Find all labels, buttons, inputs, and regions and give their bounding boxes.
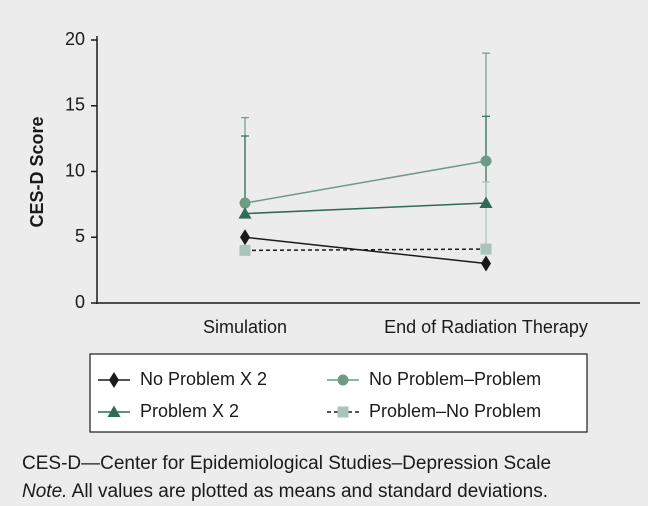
y-tick-label: 20 [65,29,85,49]
legend-box [89,353,588,433]
y-tick-label: 0 [75,292,85,312]
marker [479,196,493,209]
series-line [244,160,487,204]
caption: CES-D—Center for Epidemiological Studies… [22,453,551,474]
legend-marker [337,374,349,386]
legend-label: No Problem–Problem [369,369,541,389]
marker [240,229,250,246]
legend-label: No Problem X 2 [140,369,267,389]
series-line [244,248,487,252]
marker [239,197,251,209]
marker [480,155,492,167]
marker [481,255,491,272]
y-tick-label: 10 [65,160,85,180]
legend-marker [107,405,121,417]
legend-marker [109,372,119,388]
marker [239,244,251,256]
legend-marker [337,406,349,418]
legend-label: Problem X 2 [140,401,239,421]
marker [480,243,492,255]
y-tick-label: 5 [75,226,85,246]
note-label: Note. [22,481,67,502]
y-tick-label: 15 [65,95,85,115]
x-tick-label: End of Radiation Therapy [384,317,588,337]
x-tick-label: Simulation [203,317,287,337]
note-text: All values are plotted as means and stan… [72,481,548,502]
legend-label: Problem–No Problem [369,401,541,421]
note: Note. All values are plotted as means an… [22,481,548,502]
y-axis-label: CES-D Score [27,116,47,227]
series-line [244,202,487,215]
marker [238,207,252,219]
